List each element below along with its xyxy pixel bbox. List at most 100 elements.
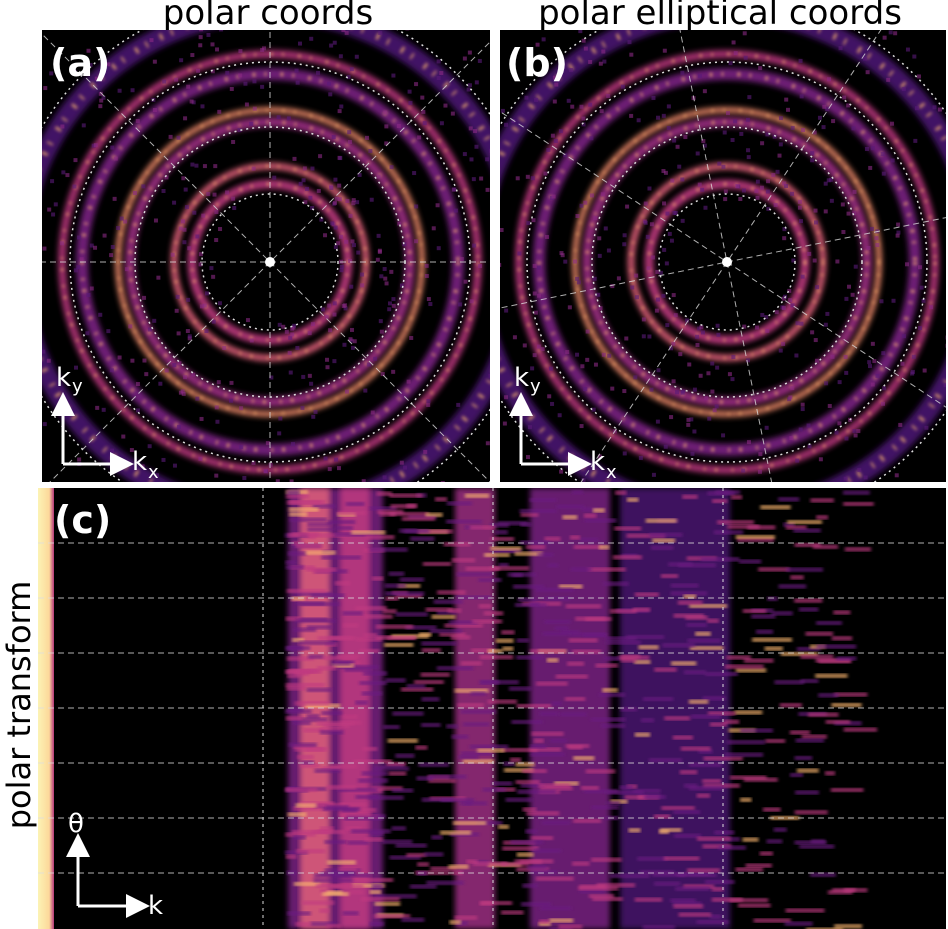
speckle	[489, 148, 490, 153]
speckle	[764, 425, 769, 430]
speckle	[471, 177, 476, 182]
speckle	[837, 421, 842, 426]
streak	[375, 624, 414, 629]
streak	[683, 884, 715, 889]
streak	[483, 611, 504, 616]
streak	[800, 679, 819, 684]
streak	[433, 599, 463, 604]
streak	[673, 613, 705, 618]
speckle	[128, 324, 133, 329]
streak	[326, 785, 357, 790]
speckle	[101, 407, 106, 412]
speckle	[733, 51, 738, 56]
streak	[727, 837, 741, 842]
speckle	[870, 382, 875, 387]
speckle	[678, 352, 683, 357]
streak	[465, 566, 500, 571]
speckle	[525, 174, 530, 179]
streak	[306, 714, 320, 719]
speckle	[650, 255, 655, 260]
speckle	[710, 361, 715, 366]
speckle	[187, 336, 192, 341]
streak	[351, 829, 391, 834]
speckle	[589, 136, 594, 141]
streak	[805, 927, 843, 929]
streak	[395, 594, 423, 599]
speckle	[922, 368, 927, 373]
speckle	[251, 460, 256, 465]
speckle	[190, 162, 195, 167]
streak	[297, 755, 314, 760]
speckle	[798, 219, 803, 224]
speckle	[585, 357, 590, 362]
streak	[810, 498, 834, 503]
speckle	[534, 97, 539, 102]
streak	[386, 635, 417, 640]
streak	[487, 649, 503, 654]
streak	[321, 766, 341, 771]
streak	[469, 744, 509, 749]
speckle	[356, 250, 361, 255]
streak	[711, 887, 724, 892]
speckle	[864, 146, 869, 151]
speckle	[697, 326, 702, 331]
streak	[539, 906, 572, 911]
speckle	[290, 332, 295, 337]
axis-label: k	[148, 891, 163, 921]
speckle	[537, 293, 542, 298]
speckle	[598, 306, 603, 311]
speckle	[202, 164, 207, 169]
speckle	[345, 198, 350, 203]
speckle	[399, 460, 404, 465]
streak	[702, 696, 726, 701]
speckle	[243, 81, 248, 86]
speckle	[616, 276, 621, 281]
streak	[351, 883, 385, 888]
streak	[734, 710, 763, 715]
speckle	[351, 243, 356, 248]
streak	[795, 790, 819, 795]
streak	[295, 543, 323, 548]
speckle	[593, 216, 598, 221]
streak	[286, 656, 315, 661]
speckle	[559, 469, 564, 474]
speckle	[896, 222, 901, 227]
speckle	[790, 303, 795, 308]
speckle	[690, 451, 695, 456]
speckle	[473, 129, 478, 134]
speckle	[216, 380, 221, 385]
streak	[291, 596, 305, 601]
streak	[683, 670, 707, 675]
axis-label: k	[514, 363, 529, 393]
streak	[765, 738, 786, 743]
streak	[831, 636, 853, 641]
streak	[785, 908, 825, 913]
streak	[572, 861, 590, 866]
speckle	[98, 312, 103, 317]
speckle	[496, 123, 500, 127]
speckle	[325, 365, 330, 370]
streak	[420, 672, 450, 677]
speckle	[347, 139, 352, 144]
speckle	[560, 253, 565, 258]
speckle	[600, 192, 605, 197]
speckle	[494, 207, 498, 211]
speckle	[249, 121, 254, 126]
speckle	[53, 202, 58, 207]
speckle	[573, 259, 578, 264]
speckle	[599, 109, 604, 114]
streak	[292, 829, 329, 834]
speckle	[211, 274, 216, 279]
speckle	[669, 415, 674, 420]
speckle	[129, 448, 134, 453]
streak	[674, 833, 702, 838]
speckle	[10, 151, 14, 155]
speckle	[563, 259, 568, 264]
streak	[640, 718, 655, 723]
speckle	[18, 356, 22, 360]
streak	[714, 830, 735, 835]
speckle	[23, 132, 27, 136]
streak	[842, 490, 870, 495]
speckle	[77, 235, 82, 240]
speckle	[583, 200, 588, 205]
